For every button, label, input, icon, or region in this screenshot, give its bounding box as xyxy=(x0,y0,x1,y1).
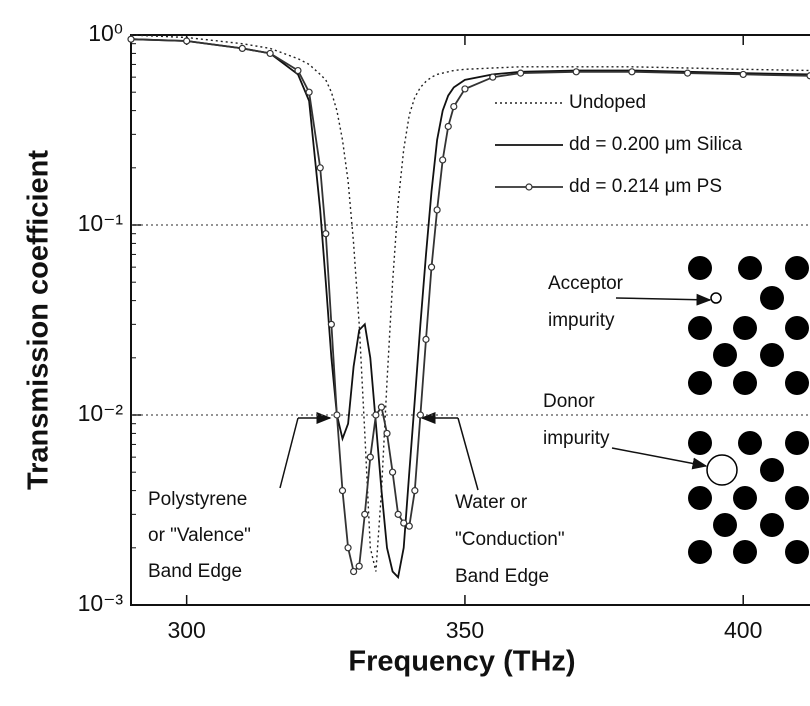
data-point xyxy=(439,156,447,164)
data-point xyxy=(266,49,274,58)
legend-marker xyxy=(525,183,533,191)
lattice-diagram xyxy=(688,256,809,564)
legend-label: dd = 0.214 μm PS xyxy=(569,176,722,197)
data-point xyxy=(444,122,452,131)
annotation: or "Valence" xyxy=(148,525,251,546)
annotation: "Conduction" xyxy=(455,529,565,550)
data-point xyxy=(305,88,313,96)
data-point xyxy=(333,411,341,419)
x-tick-label: 350 xyxy=(446,617,484,643)
data-point xyxy=(366,453,374,461)
data-point xyxy=(361,510,369,518)
annotation: Acceptor xyxy=(548,273,624,294)
annotation: Band Edge xyxy=(455,566,549,587)
data-point xyxy=(350,567,358,576)
data-point xyxy=(394,510,402,518)
annotation: Band Edge xyxy=(148,561,242,582)
data-point xyxy=(327,320,335,328)
annotation: impurity xyxy=(548,310,615,331)
x-tick-label: 300 xyxy=(167,617,205,643)
data-point xyxy=(372,411,380,419)
data-point xyxy=(338,487,347,495)
data-point xyxy=(405,522,413,530)
annotation: Water or xyxy=(455,492,528,513)
data-point xyxy=(183,37,191,45)
data-point xyxy=(628,68,636,76)
y-tick-label: 10⁻³ xyxy=(78,590,124,616)
data-point xyxy=(388,468,397,476)
plot-frame xyxy=(130,34,810,606)
annotation-arrows xyxy=(279,293,712,491)
data-point xyxy=(411,487,419,495)
y-tick-label: 10⁻² xyxy=(78,400,124,426)
data-point xyxy=(422,335,430,343)
data-point xyxy=(572,68,580,76)
data-point xyxy=(806,72,810,80)
x-axis-title: Frequency (THz) xyxy=(348,646,575,678)
data-point xyxy=(433,206,441,214)
data-point xyxy=(383,429,391,438)
data-point xyxy=(316,164,324,172)
data-point xyxy=(377,403,386,411)
x-tick-label: 400 xyxy=(724,617,762,643)
data-point xyxy=(516,69,525,77)
y-tick-label: 10⁰ xyxy=(88,20,123,46)
series-line xyxy=(130,38,810,580)
series-line xyxy=(130,34,810,572)
annotation: impurity xyxy=(543,428,610,449)
data-point xyxy=(489,73,497,81)
y-axis-title: Transmission coefficient xyxy=(23,150,55,490)
data-point xyxy=(683,69,692,77)
data-point xyxy=(427,263,436,271)
data-point xyxy=(238,44,246,53)
data-point xyxy=(344,544,352,552)
data-point xyxy=(416,411,425,419)
data-point xyxy=(355,562,363,570)
annotation: Polystyrene xyxy=(148,489,247,510)
data-point xyxy=(450,102,458,111)
y-tick-label: 10⁻¹ xyxy=(78,210,124,236)
data-point xyxy=(739,70,747,79)
annotation: Donor xyxy=(543,391,595,412)
data-point xyxy=(400,519,408,527)
legend-label: dd = 0.200 μm Silica xyxy=(569,134,743,155)
data-point xyxy=(322,230,330,238)
data-point xyxy=(127,35,135,43)
data-point xyxy=(294,66,302,75)
data-point xyxy=(461,85,469,93)
legend-label: Undoped xyxy=(569,92,646,113)
